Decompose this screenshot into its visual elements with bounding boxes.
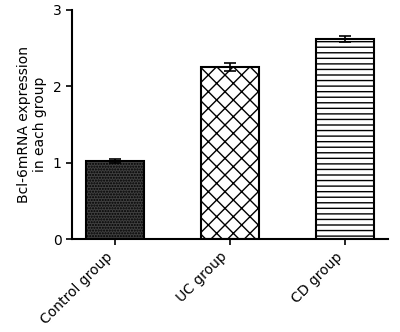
Bar (316, 39, 374, 239)
Bar (201, 67, 259, 239)
Y-axis label: Bcl-6mRNA expression
in each group: Bcl-6mRNA expression in each group (17, 46, 47, 203)
Bar (86, 161, 144, 239)
